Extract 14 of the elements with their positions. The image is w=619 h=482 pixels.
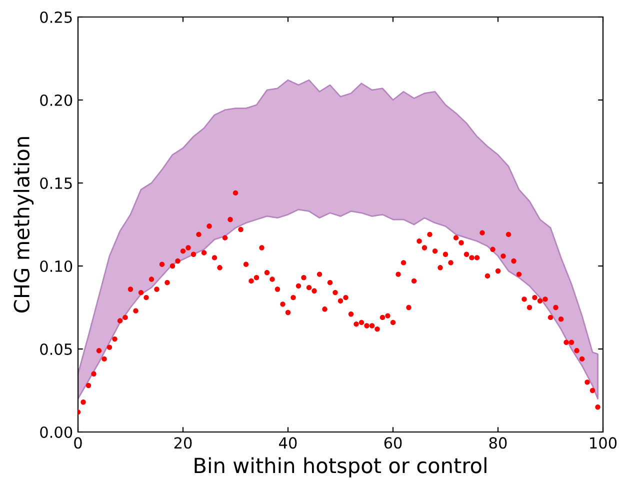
y-tick-label: 0.10	[40, 260, 72, 272]
y-tick-label: 0.20	[40, 94, 72, 106]
x-tick-label: 40	[279, 437, 297, 449]
y-tick-label: 0.00	[40, 426, 72, 438]
y-tick-label: 0.25	[40, 11, 72, 24]
y-axis-title: CHG methylation	[13, 137, 34, 312]
x-tick-label: 100	[590, 437, 617, 449]
x-tick-label: 60	[384, 437, 402, 449]
x-axis-title: Bin within hotspot or control	[194, 457, 486, 478]
y-tick-label: 0.15	[40, 177, 72, 190]
x-tick-label: 20	[174, 437, 192, 449]
x-tick-label: 80	[489, 437, 507, 449]
x-tick-label: 0	[74, 437, 82, 449]
y-tick-label: 0.05	[40, 343, 72, 356]
